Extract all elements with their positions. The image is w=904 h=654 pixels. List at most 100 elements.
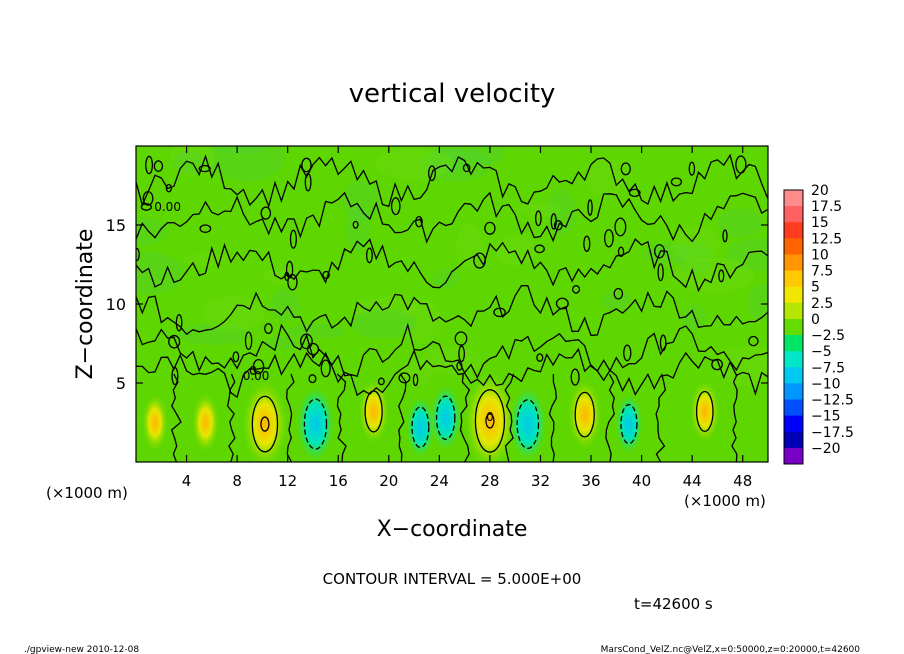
noise-contour-loop [153,160,164,172]
colorbar-label: 5 [811,280,820,296]
noise-contour-loop [300,333,313,350]
texture-blob [466,146,507,165]
x-axis-ticks: 4 8 12 16 20 24 28 32 36 40 44 48 [182,146,752,490]
noise-contour-loop [454,331,468,346]
zero-contour [226,373,236,462]
noise-contour-loop [171,366,179,386]
noise-contour-loop [654,244,665,259]
chart-title: vertical velocity [349,79,556,109]
texture-blob [170,146,216,176]
texture-blob [456,223,484,269]
noise-contour-loop [587,199,593,216]
noise-contour-loop [613,287,624,300]
noise-contour-loop [659,334,667,352]
texture-blob [266,336,297,350]
velocity-cell [405,394,436,460]
velocity-cell [463,370,517,462]
colorbar-swatch [784,335,803,352]
colorbar-swatch [784,415,803,433]
noise-contour-loop [244,331,253,350]
velocity-cell [242,379,288,462]
noise-contour-loop [484,221,496,235]
colorbar-swatch [784,351,803,368]
velocity-features [141,370,720,462]
x-tick-label: 16 [329,472,348,490]
noise-contour-loop [260,206,272,220]
texture-blob [747,283,768,321]
noise-contour-loop [352,220,359,229]
velocity-contour [303,398,328,450]
x-tick-label: 12 [278,472,297,490]
footer-right: MarsCond_VelZ.nc@VelZ,x=0:50000,z=0:2000… [601,645,861,654]
noise-contour-loop [534,244,545,254]
colorbar-label: −15 [811,409,841,425]
noise-contour-loop [304,172,312,192]
colorbar-label: −17.5 [811,425,854,441]
x-unit-left: (×1000 m) [46,484,128,502]
velocity-contour [574,391,595,438]
x-tick-label: 24 [430,472,449,490]
contour-interval: CONTOUR INTERVAL = 5.000E+00 [323,570,582,588]
texture-blob [286,323,346,339]
colorbar-label: 20 [811,183,829,199]
noise-contour-loop [428,165,436,182]
velocity-contour [620,403,638,445]
noise-contour-loop [583,235,591,253]
velocity-cell [429,382,463,453]
noise-contour [136,285,768,337]
noise-contour-loop [140,203,152,211]
texture-blob [401,298,442,344]
noise-contour-loop [308,374,317,384]
x-tick-label: 4 [182,472,192,490]
noise-contour-loop [657,263,664,282]
velocity-contour [695,390,714,433]
y-tick-label: 5 [116,374,126,393]
texture-blob [519,202,561,217]
zero-contour [605,373,615,462]
texture-blob [345,206,371,252]
x-tick-label: 8 [232,472,242,490]
colorbar-label: −7.5 [811,360,845,376]
footer-left: ./gpview-new 2010-12-08 [24,645,139,654]
texture-blob [682,304,706,330]
colorbar-swatch [784,222,803,239]
noise-contour-loop [735,155,747,174]
zero-contour [336,373,347,462]
velocity-contour-inner [485,413,495,429]
zero-contour [655,373,666,462]
velocity-cell [614,392,644,456]
texture-blob [545,188,576,237]
noise-contour-loop [398,372,411,384]
noise-contour-loop [456,361,463,371]
colorbar-label: 2.5 [811,296,833,312]
noise-contour-loop [289,229,297,249]
noise-contour-loop [670,177,683,187]
colorbar-label: 15 [811,215,829,231]
velocity-contour [411,406,430,449]
x-tick-label: 20 [379,472,398,490]
colorbar-swatch [784,318,803,336]
colorbar-swatch [784,431,803,449]
noise-contour-loop [493,307,506,318]
velocity-contour [435,395,456,440]
texture-blob [677,240,712,275]
noise-contour [136,191,768,244]
zero-contour [170,373,182,462]
colorbar-swatch [784,399,803,417]
plot-area [136,146,768,462]
y-tick-label: 15 [106,216,126,235]
noise-contour-loop [535,210,542,227]
noise-contour-loop [175,313,183,332]
texture-blob [419,148,493,182]
noise-contour-loop [145,155,154,175]
noise-contour-loop [536,353,544,362]
noise-contour-loop [198,164,211,173]
contour-label: 0.00 [243,369,270,383]
y-tick-label: 10 [106,295,126,314]
velocity-contour [474,389,506,453]
texture-blob [211,146,269,154]
noise-contour-loop [301,157,312,173]
noise-contour-loop [165,183,173,193]
zero-contour [548,374,558,462]
colorbar-frame [783,189,804,465]
